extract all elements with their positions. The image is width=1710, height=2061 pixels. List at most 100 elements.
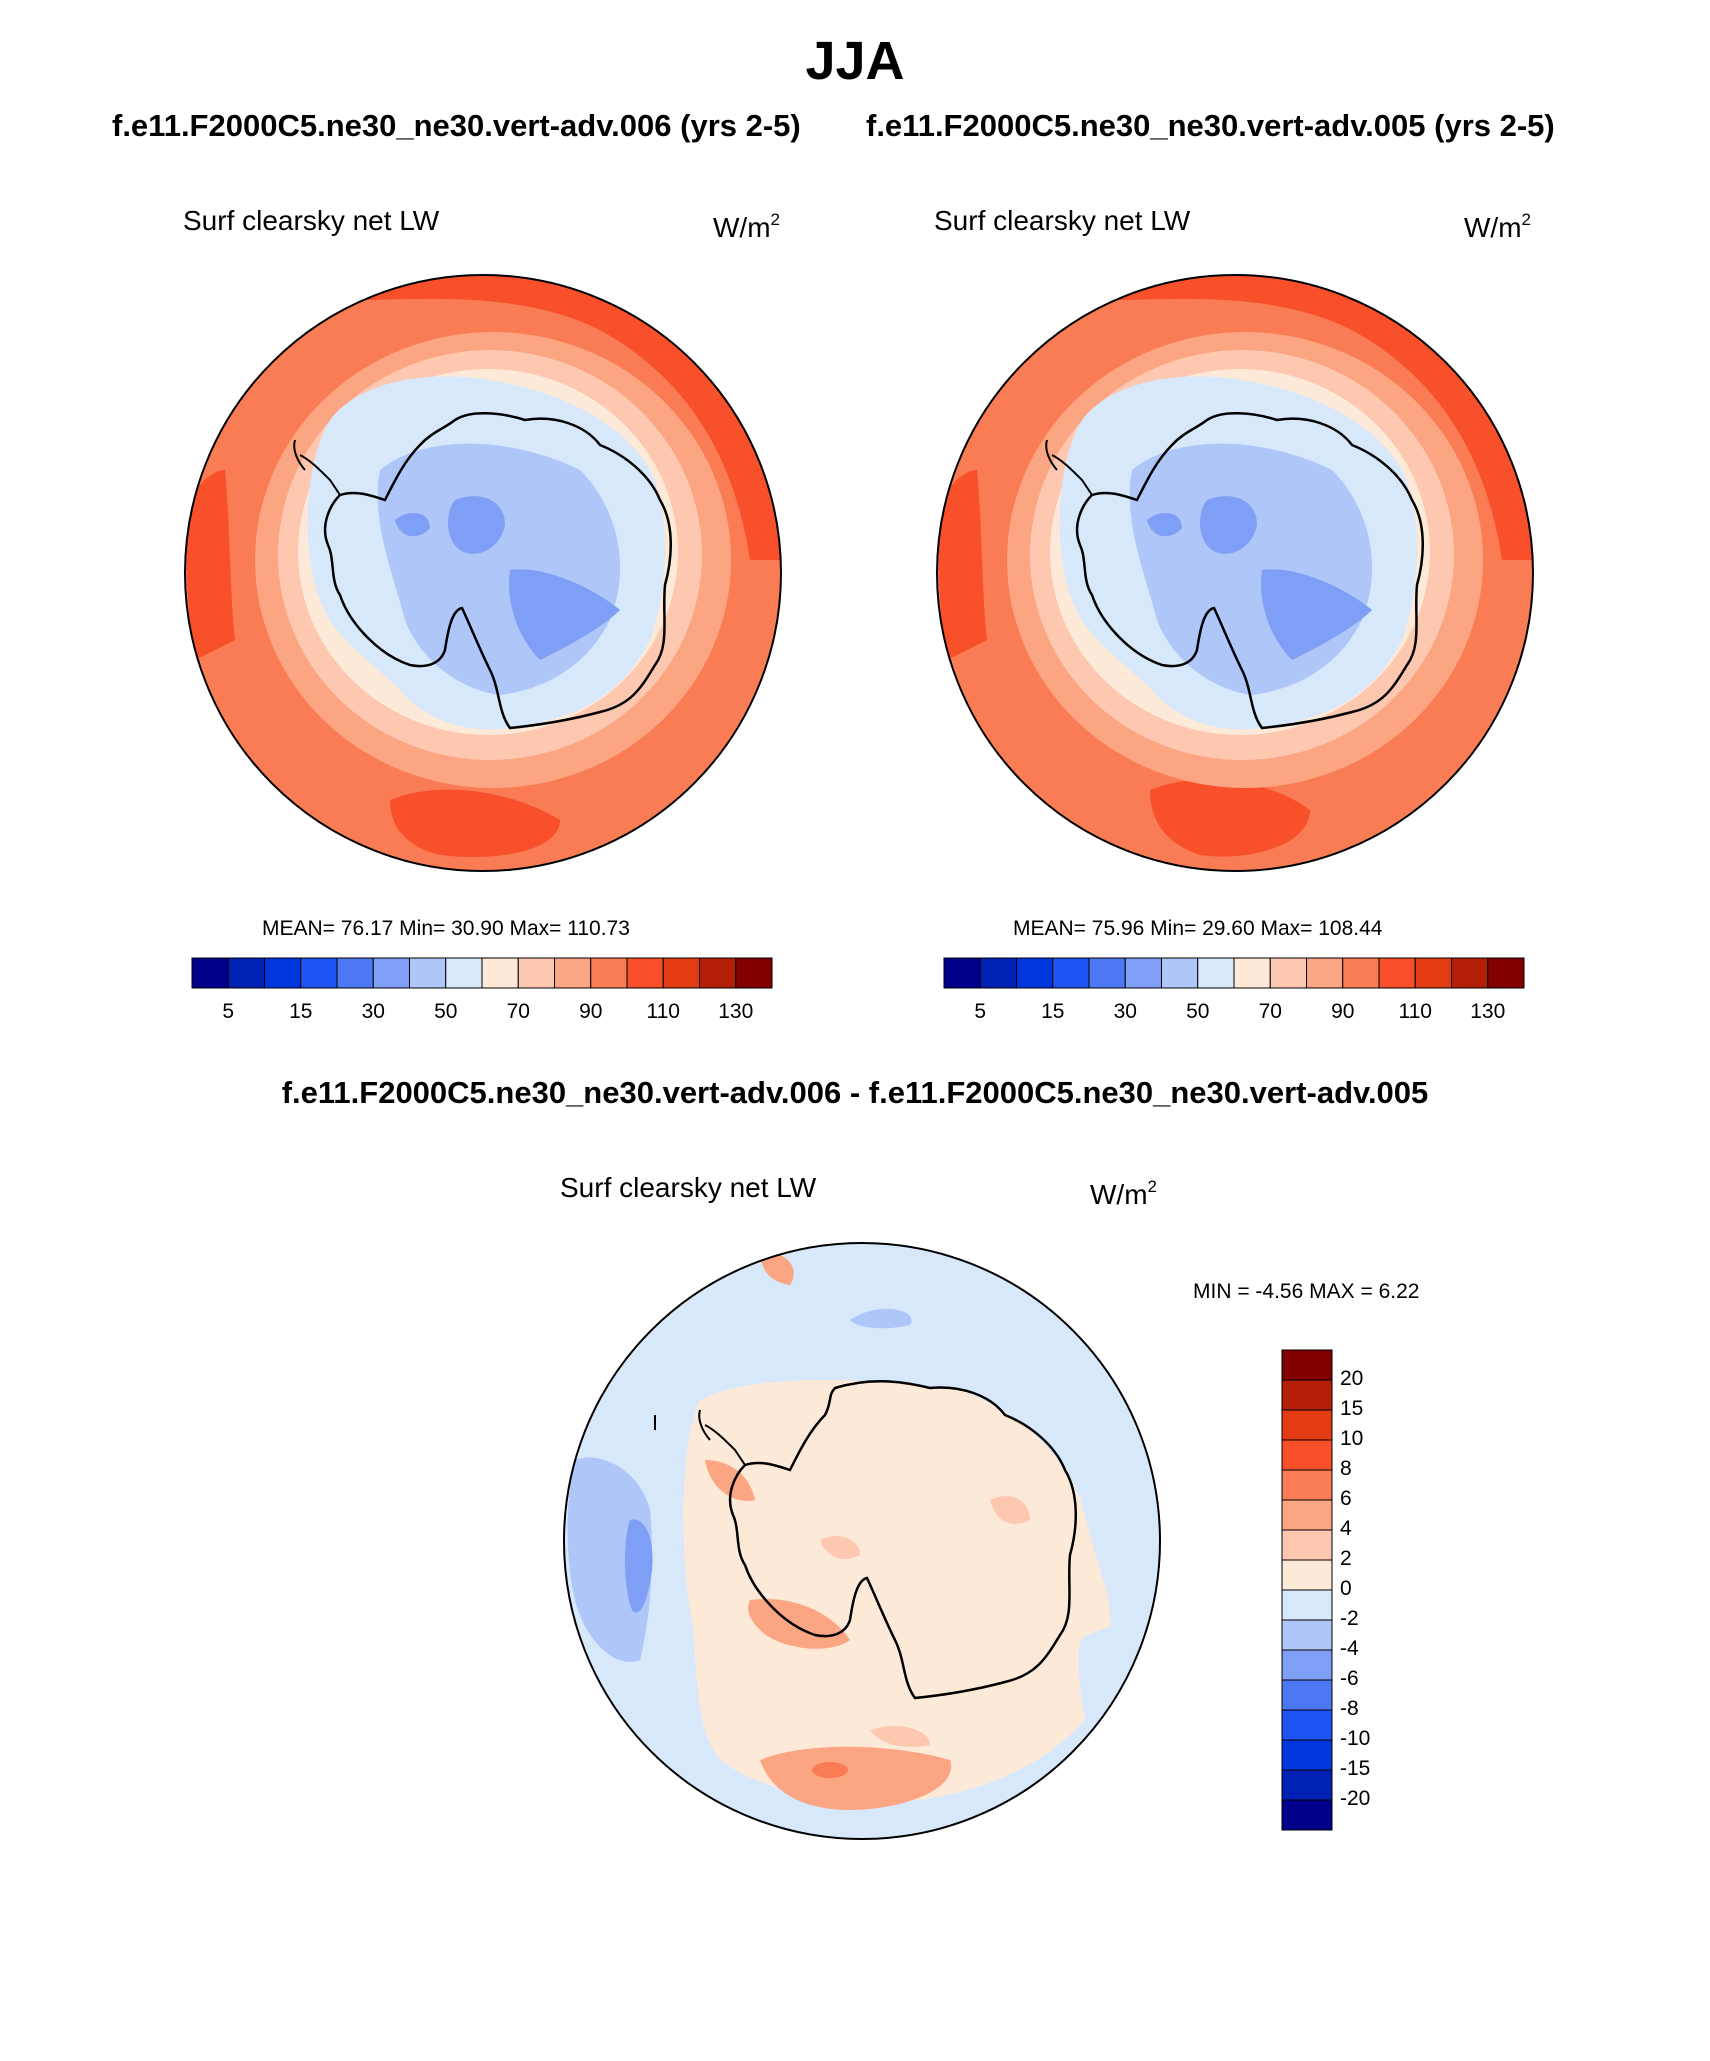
- panel2-colorbar-swatch: [943, 957, 981, 989]
- panel2-colorbar: [943, 957, 1525, 989]
- difference-colorbar-swatch: [1281, 1589, 1333, 1621]
- difference-colorbar-swatch: [1281, 1769, 1333, 1801]
- difference-colorbar-tick-label: -2: [1340, 1607, 1359, 1630]
- difference-colorbar-tick-label: 15: [1340, 1397, 1364, 1420]
- panel1-colorbar-swatch: [409, 957, 447, 989]
- panel1-colorbar-swatch: [554, 957, 592, 989]
- panel2-colorbar-swatch: [979, 957, 1017, 989]
- difference-title: f.e11.F2000C5.ne30_ne30.vert-adv.006 - f…: [281, 1075, 1429, 1110]
- difference-colorbar-tick-label: -15: [1340, 1757, 1371, 1780]
- panel2-colorbar-swatch: [1124, 957, 1162, 989]
- difference-colorbar-tick-label: -6: [1340, 1667, 1359, 1690]
- difference-variable-label: Surf clearsky net LW: [560, 1172, 817, 1203]
- difference-colorbar-tick-label: 8: [1340, 1457, 1352, 1480]
- panel2-variable-label: Surf clearsky net LW: [934, 205, 1191, 236]
- panel1-colorbar-tick-label: 130: [718, 1000, 754, 1023]
- panel2-colorbar-tick-label: 90: [1331, 1000, 1355, 1023]
- difference-colorbar-swatch: [1281, 1379, 1333, 1411]
- difference-colorbar-swatch: [1281, 1679, 1333, 1711]
- difference-colorbar-tick-label: 0: [1340, 1577, 1352, 1600]
- panel1-stats: MEAN= 76.17 Min= 30.90 Max= 110.73: [262, 917, 630, 940]
- panel1-colorbar-swatch: [191, 957, 229, 989]
- panel2-colorbar-swatch: [1378, 957, 1416, 989]
- panel2-colorbar-swatch: [1016, 957, 1054, 989]
- panel2-colorbar-tick-label: 50: [1186, 1000, 1210, 1023]
- panel2-colorbar-swatch: [1451, 957, 1489, 989]
- difference-colorbar-tick-label: -20: [1340, 1787, 1371, 1810]
- panel1-colorbar-tick-label: 5: [222, 1000, 235, 1023]
- panel2-stats: MEAN= 75.96 Min= 29.60 Max= 108.44: [1013, 917, 1383, 940]
- difference-colorbar: [1281, 1349, 1333, 1831]
- panel1-colorbar-tick-label: 70: [506, 1000, 530, 1023]
- difference-stats: MIN = -4.56 MAX = 6.22: [1193, 1280, 1420, 1303]
- panel1-colorbar-swatch: [590, 957, 628, 989]
- panel1-colorbar-swatch: [699, 957, 737, 989]
- panel1-variable-label: Surf clearsky net LW: [183, 205, 440, 236]
- panel1-colorbar-swatch: [517, 957, 555, 989]
- panel1-colorbar-swatch: [300, 957, 338, 989]
- panel1-colorbar-tick-label: 50: [434, 1000, 458, 1023]
- panel2-colorbar-swatch: [1306, 957, 1344, 989]
- difference-colorbar-swatch: [1281, 1499, 1333, 1531]
- difference-colorbar-swatch: [1281, 1739, 1333, 1771]
- difference-colorbar-tick-label: 6: [1340, 1487, 1352, 1510]
- panel1-colorbar-swatch: [227, 957, 265, 989]
- panel1-colorbar-swatch: [445, 957, 483, 989]
- panel1-case-title: f.e11.F2000C5.ne30_ne30.vert-adv.006 (yr…: [112, 108, 801, 143]
- panel2-map: [937, 275, 1533, 871]
- panel2-colorbar-tick-label: 110: [1398, 1000, 1432, 1023]
- panel2-colorbar-swatch: [1052, 957, 1090, 989]
- panel2-colorbar-swatch: [1342, 957, 1380, 989]
- panel1-colorbar-swatch: [372, 957, 410, 989]
- panel1-colorbar-swatch: [336, 957, 374, 989]
- panel2-colorbar-tick-label: 15: [1041, 1000, 1065, 1023]
- panel2-colorbar-tick-label: 70: [1258, 1000, 1282, 1023]
- difference-colorbar-swatch: [1281, 1649, 1333, 1681]
- difference-colorbar-swatch: [1281, 1439, 1333, 1471]
- difference-colorbar-tick-label: 20: [1340, 1367, 1364, 1390]
- difference-colorbar-swatch: [1281, 1469, 1333, 1501]
- difference-colorbar-tick-label: -8: [1340, 1697, 1359, 1720]
- difference-map: [564, 1243, 1160, 1839]
- panel2-colorbar-tick-label: 130: [1470, 1000, 1506, 1023]
- difference-map-border: [563, 1242, 1161, 1840]
- panel1-colorbar-tick-label: 90: [579, 1000, 603, 1023]
- panel2-colorbar-swatch: [1487, 957, 1525, 989]
- difference-colorbar-tick-label: 10: [1340, 1427, 1364, 1450]
- panel1-colorbar-swatch: [481, 957, 519, 989]
- difference-colorbar-swatch: [1281, 1529, 1333, 1561]
- difference-colorbar-swatch: [1281, 1409, 1333, 1441]
- difference-colorbar-tick-label: -10: [1340, 1727, 1371, 1750]
- panel2-case-title: f.e11.F2000C5.ne30_ne30.vert-adv.005 (yr…: [866, 108, 1555, 143]
- panel1-colorbar-tick-label: 15: [289, 1000, 313, 1023]
- panel1-colorbar: [191, 957, 773, 989]
- panel2-map-border: [936, 274, 1534, 872]
- difference-colorbar-tick-label: -4: [1340, 1637, 1359, 1660]
- difference-units-label: W/m2: [1090, 1177, 1157, 1210]
- panel1-map-border: [184, 274, 782, 872]
- panel1-colorbar-swatch: [264, 957, 302, 989]
- panel2-colorbar-swatch: [1088, 957, 1126, 989]
- panel2-colorbar-tick-label: 5: [974, 1000, 987, 1023]
- figure-title: JJA: [805, 31, 905, 91]
- panel1-colorbar-swatch: [626, 957, 664, 989]
- panel2-colorbar-swatch: [1269, 957, 1307, 989]
- panel1-colorbar-swatch: [735, 957, 773, 989]
- difference-colorbar-swatch: [1281, 1799, 1333, 1831]
- panel2-colorbar-tick-label: 30: [1113, 1000, 1137, 1023]
- difference-colorbar-tick-label: 4: [1340, 1517, 1352, 1540]
- panel1-colorbar-tick-label: 110: [646, 1000, 680, 1023]
- panel1-colorbar-tick-label: 30: [361, 1000, 385, 1023]
- difference-colorbar-tick-label: 2: [1340, 1547, 1352, 1570]
- panel1-colorbar-swatch: [662, 957, 700, 989]
- difference-colorbar-swatch: [1281, 1709, 1333, 1741]
- difference-colorbar-swatch: [1281, 1349, 1333, 1381]
- panel2-colorbar-swatch: [1197, 957, 1235, 989]
- panel2-units-label: W/m2: [1464, 210, 1531, 243]
- difference-colorbar-swatch: [1281, 1619, 1333, 1651]
- panel1-units-label: W/m2: [713, 210, 780, 243]
- panel2-colorbar-swatch: [1233, 957, 1271, 989]
- panel2-colorbar-swatch: [1161, 957, 1199, 989]
- difference-colorbar-swatch: [1281, 1559, 1333, 1591]
